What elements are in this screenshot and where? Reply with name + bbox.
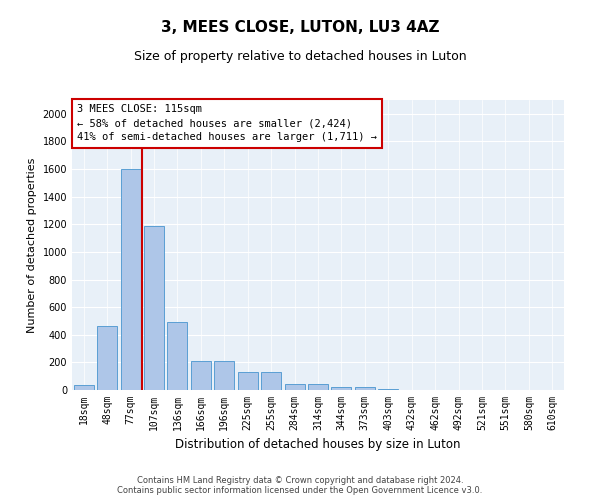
Y-axis label: Number of detached properties: Number of detached properties [27, 158, 37, 332]
Bar [308, 384, 328, 390]
Bar [121, 169, 140, 390]
X-axis label: Distribution of detached houses by size in Luton: Distribution of detached houses by size … [175, 438, 461, 452]
Bar [97, 326, 117, 390]
Text: 3, MEES CLOSE, LUTON, LU3 4AZ: 3, MEES CLOSE, LUTON, LU3 4AZ [161, 20, 439, 35]
Bar [355, 387, 375, 390]
Bar [379, 388, 398, 390]
Bar [261, 372, 281, 390]
Bar [144, 226, 164, 390]
Bar [284, 384, 305, 390]
Bar [214, 361, 234, 390]
Text: Size of property relative to detached houses in Luton: Size of property relative to detached ho… [134, 50, 466, 63]
Text: 3 MEES CLOSE: 115sqm
← 58% of detached houses are smaller (2,424)
41% of semi-de: 3 MEES CLOSE: 115sqm ← 58% of detached h… [77, 104, 377, 142]
Bar [191, 361, 211, 390]
Bar [74, 385, 94, 390]
Bar [331, 386, 352, 390]
Bar [238, 372, 257, 390]
Bar [167, 322, 187, 390]
Text: Contains HM Land Registry data © Crown copyright and database right 2024.
Contai: Contains HM Land Registry data © Crown c… [118, 476, 482, 495]
